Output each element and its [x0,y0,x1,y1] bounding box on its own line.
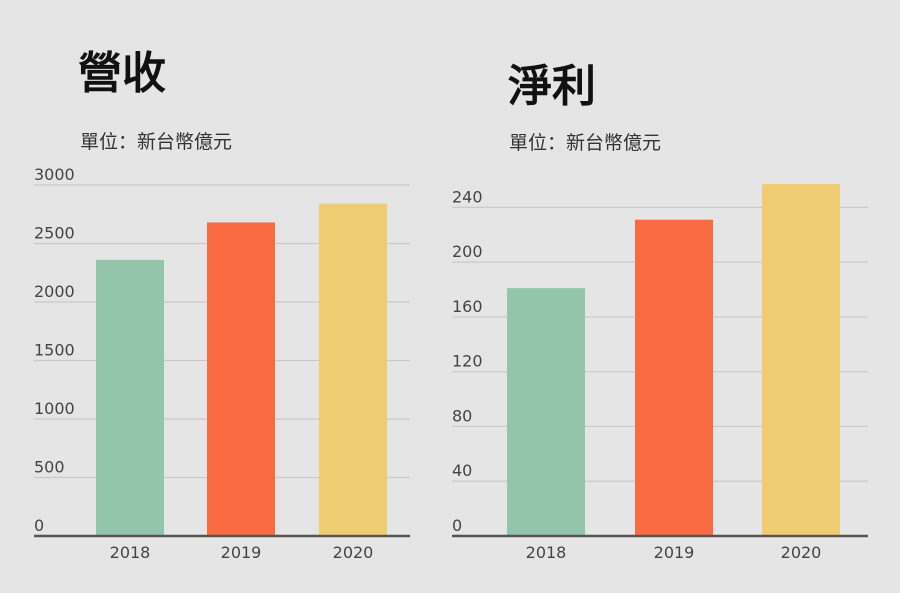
net-income-x-tick-label: 2018 [526,543,567,562]
revenue-y-tick-label: 1500 [34,341,75,360]
revenue-bar-2019 [207,222,275,536]
net-income-y-tick-label: 0 [452,516,462,535]
revenue-bar-2018 [96,259,164,536]
net-income-x-tick-label: 2020 [781,543,822,562]
revenue-y-tick-label: 2000 [34,282,75,301]
revenue-y-tick-label: 1000 [34,399,75,418]
revenue-chart-title: 營收 [78,48,166,99]
revenue-y-tick-label: 0 [34,516,44,535]
net-income-unit-label: 單位：新台幣億元 [509,132,662,154]
net-income-y-tick-label: 80 [452,406,472,425]
net-income-bar-2019 [635,219,713,536]
revenue-x-tick-label: 2020 [333,543,374,562]
net-income-y-tick-label: 200 [452,242,483,261]
net-income-y-tick-label: 160 [452,297,483,316]
net-income-bar-2020 [762,184,840,536]
net-income-x-tick-label: 2019 [654,543,695,562]
revenue-y-tick-label: 2500 [34,224,75,243]
net-income-chart-title: 淨利 [508,61,596,112]
revenue-unit-label: 單位：新台幣億元 [80,131,233,153]
revenue-bar-2020 [319,203,387,536]
net-income-y-tick-label: 120 [452,352,483,371]
revenue-x-tick-label: 2018 [110,543,151,562]
revenue-y-tick-label: 500 [34,458,65,477]
net-income-y-tick-label: 40 [452,461,472,480]
net-income-bar-2018 [507,288,585,536]
revenue-x-tick-label: 2019 [221,543,262,562]
net-income-y-tick-label: 240 [452,187,483,206]
revenue-y-tick-label: 3000 [34,165,75,184]
